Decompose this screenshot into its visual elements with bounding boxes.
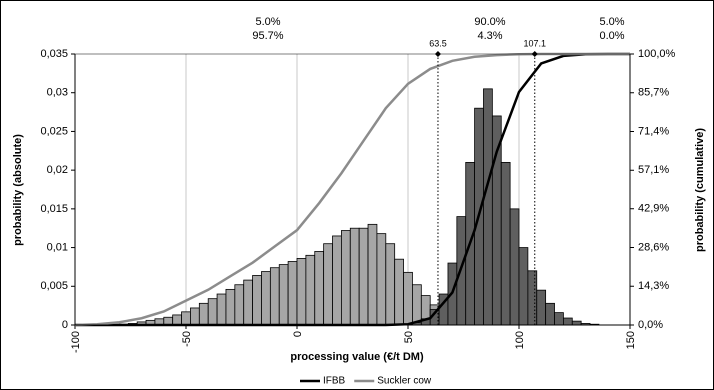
bar bbox=[349, 227, 360, 326]
annotation: 95.7% bbox=[252, 30, 283, 42]
y2-tick-label: 14,3% bbox=[638, 280, 669, 292]
y-tick-label: 0,005 bbox=[40, 280, 68, 292]
bar bbox=[278, 264, 289, 326]
y2-tick-label: 100,0% bbox=[638, 48, 676, 60]
bar bbox=[296, 258, 307, 326]
bar bbox=[225, 288, 236, 326]
x-axis-label: processing value (€/t DM) bbox=[290, 351, 424, 363]
bar bbox=[358, 227, 369, 326]
y2-tick-label: 42,9% bbox=[638, 203, 669, 215]
y-tick-label: 0,015 bbox=[40, 203, 68, 215]
bar bbox=[207, 298, 218, 326]
bar bbox=[500, 161, 511, 326]
bar bbox=[509, 208, 520, 326]
y-tick-label: 0,03 bbox=[47, 87, 68, 99]
y-tick-label: 0 bbox=[62, 319, 68, 331]
x-tick-label: 50 bbox=[403, 331, 415, 343]
marker-label: 107.1 bbox=[523, 38, 546, 48]
bar bbox=[181, 311, 191, 326]
x-tick-label: 100 bbox=[514, 331, 526, 349]
bar bbox=[491, 115, 502, 326]
bar bbox=[172, 314, 182, 326]
annotation: 4.3% bbox=[477, 30, 502, 42]
bar bbox=[483, 88, 493, 326]
y2-tick-label: 0,0% bbox=[638, 319, 663, 331]
x-tick-label: -100 bbox=[70, 331, 82, 353]
bar bbox=[536, 289, 547, 326]
y-tick-label: 0,035 bbox=[40, 48, 68, 60]
annotation: 0.0% bbox=[599, 30, 624, 42]
bar bbox=[190, 307, 200, 326]
bar bbox=[571, 320, 582, 326]
bar bbox=[412, 284, 422, 326]
x-tick-label: -50 bbox=[181, 331, 193, 347]
y-tick-label: 0,01 bbox=[47, 241, 68, 253]
bar bbox=[261, 271, 271, 326]
y2-tick-label: 85,7% bbox=[638, 87, 669, 99]
bar bbox=[376, 233, 387, 326]
bar bbox=[367, 223, 378, 326]
plot-frame bbox=[74, 53, 631, 326]
y2-tick-label: 71,4% bbox=[638, 125, 669, 137]
annotation: 5.0% bbox=[599, 16, 624, 28]
y2-axis-label: probability (cumulative) bbox=[694, 128, 706, 252]
bar bbox=[332, 235, 342, 326]
legend-label: Suckler cow bbox=[377, 376, 432, 387]
annotation: 90.0% bbox=[474, 16, 505, 28]
bar bbox=[287, 261, 298, 326]
bar bbox=[216, 293, 227, 326]
bar bbox=[554, 312, 564, 326]
y-tick-label: 0,025 bbox=[40, 125, 68, 137]
bar bbox=[385, 243, 396, 326]
x-tick-label: 150 bbox=[625, 331, 637, 349]
bar bbox=[527, 270, 538, 326]
y2-tick-label: 28,6% bbox=[638, 241, 669, 253]
bar bbox=[323, 243, 333, 326]
bar bbox=[269, 267, 280, 326]
y-tick-label: 0,02 bbox=[47, 164, 68, 176]
bar bbox=[305, 254, 316, 326]
marker-label: 63.5 bbox=[429, 38, 447, 48]
y-axis-label: probability (absolute) bbox=[12, 134, 24, 246]
x-tick-label: 0 bbox=[292, 331, 304, 337]
bar bbox=[314, 251, 325, 326]
bar bbox=[198, 302, 209, 326]
bar bbox=[394, 258, 404, 326]
bar bbox=[340, 230, 351, 326]
bar bbox=[243, 279, 254, 326]
bar bbox=[234, 284, 245, 326]
bar bbox=[252, 275, 262, 326]
legend-label: IFBB bbox=[323, 376, 346, 387]
annotation: 5.0% bbox=[255, 16, 280, 28]
bar bbox=[563, 317, 573, 326]
bar bbox=[403, 271, 413, 326]
y2-tick-label: 57,1% bbox=[638, 164, 669, 176]
bar bbox=[545, 302, 555, 326]
bar bbox=[518, 247, 529, 326]
